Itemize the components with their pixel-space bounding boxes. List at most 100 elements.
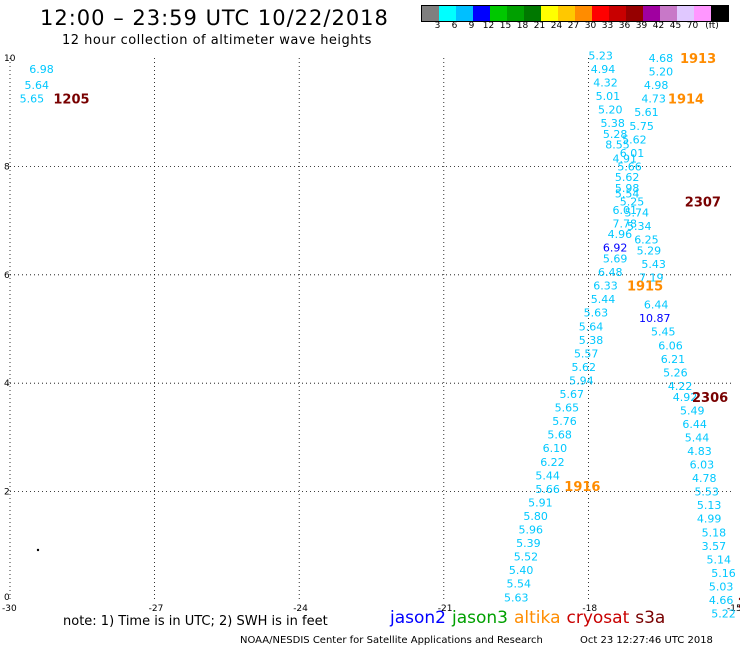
wave-height-value: 6.01 [613,204,638,217]
wave-height-value: 5.52 [514,551,539,564]
y-tick-label: 0 [4,593,10,603]
color-swatch [456,6,473,21]
wave-height-value: 5.03 [709,580,734,593]
wave-height-value: 5.62 [572,361,597,374]
wave-height-value: 4.92 [673,391,698,404]
wave-height-value: 6.22 [540,456,565,469]
color-swatch [609,6,626,21]
wave-height-value: 5.96 [519,524,544,537]
wave-height-value: 5.01 [596,90,621,103]
wave-height-value: 6.33 [593,280,618,293]
color-scale-label: 42 [652,21,665,31]
wave-height-value: 3.57 [702,540,727,553]
color-scale-label: 6 [451,21,458,31]
map-subtitle: 12 hour collection of altimeter wave hei… [62,33,372,48]
wave-height-value: 5.65 [20,93,45,106]
color-swatch [558,6,575,21]
color-swatch [439,6,456,21]
y-tick-label: 10 [4,54,16,64]
color-swatch [575,6,592,21]
wave-height-value: 4.68 [649,52,674,65]
wave-height-value: 5.66 [535,483,560,496]
wave-height-value: 6.25 [634,234,659,247]
wave-height-value: 5.44 [685,431,710,444]
wave-height-value: 5.75 [629,120,654,133]
x-tick-label: -18 [582,604,597,614]
wave-height-value: 4.96 [608,228,633,241]
footer-note: note: 1) Time is in UTC; 2) SWH is in fe… [63,614,328,629]
wave-height-value: 6.44 [682,418,707,431]
wave-height-value: 5.74 [625,206,650,219]
wave-height-value: 6.03 [690,459,715,472]
wave-height-value: 4.22 [668,380,693,393]
x-tick-label: -30 [2,604,17,614]
legend-jason2: jason2 [390,608,446,628]
wave-height-value: 5.38 [600,117,625,130]
pass-time-label: 1205 [53,93,89,108]
wave-height-value: 4.99 [697,513,722,526]
wave-height-value: 5.66 [617,160,642,173]
pass-time-label: 230 [738,597,740,612]
wave-height-value: 5.68 [547,429,572,442]
x-tick-label: -27 [149,604,164,614]
wave-height-value: 4.32 [593,76,618,89]
wave-height-value: 5.43 [641,258,666,271]
color-scale-label: (ft) [705,21,719,31]
wave-height-value: 5.28 [603,128,628,141]
wave-height-value: 4.73 [641,93,666,106]
wave-height-value: 5.98 [615,182,640,195]
wave-height-value: 5.38 [579,334,604,347]
wave-height-value: 5.76 [552,415,577,428]
wave-height-value: 5.29 [637,244,662,257]
x-tick-label: -15 [727,604,740,614]
wave-height-value: 4.66 [709,594,734,607]
legend-s3a: s3a [635,608,666,628]
wave-height-value: 5.57 [574,347,599,360]
wave-height-value: 5.53 [694,486,719,499]
wave-height-value: 7.19 [639,272,664,285]
color-swatch [643,6,660,21]
color-scale-label: 3 [434,21,441,31]
color-swatch [711,6,728,21]
generation-timestamp: Oct 23 12:27:46 UTC 2018 [580,635,713,646]
wave-height-value: 5.91 [528,496,553,509]
color-swatch [473,6,490,21]
wave-height-value: 4.94 [591,63,616,76]
color-swatch [677,6,694,21]
color-swatch [592,6,609,21]
map-title: 12:00 – 23:59 UTC 10/22/2018 [40,6,389,30]
pass-time-label: 1914 [668,93,704,108]
wave-height-value: 5.61 [634,106,659,119]
wave-height-value: 5.14 [706,553,731,566]
wave-height-value: 5.23 [588,49,613,62]
wave-height-value: 8.55 [605,139,630,152]
wave-height-value: 6.10 [543,442,568,455]
wave-height-value: 5.20 [649,66,674,79]
wave-height-value: 6.92 [603,242,628,255]
color-swatch [507,6,524,21]
color-scale-label: 18 [516,21,529,31]
wave-height-value: 5.94 [569,374,594,387]
color-scale-label: 15 [499,21,512,31]
wave-height-value: 5.39 [516,537,541,550]
color-scale-label: 39 [635,21,648,31]
wave-height-value: 7.78 [613,217,638,230]
pass-time-label: 1916 [564,480,600,495]
wave-height-value: 4.91 [613,152,638,165]
color-scale-label: 30 [584,21,597,31]
wave-height-value: 4.98 [644,79,669,92]
wave-height-value: 6.06 [658,339,683,352]
wave-height-value: 6.48 [598,266,623,279]
wave-height-value: 5.16 [711,567,736,580]
legend-cryosat: cryosat [566,608,630,628]
map-dot [36,548,40,552]
color-swatch [541,6,558,21]
pass-time-label: 1913 [680,52,716,67]
wave-height-value: 5.62 [622,133,647,146]
y-tick-label: 4 [4,379,10,389]
wave-height-value: 5.22 [711,608,736,621]
wave-height-value: 6.01 [620,147,645,160]
legend-altika: altika [514,608,561,628]
wave-height-value: 5.67 [559,388,584,401]
color-swatch [626,6,643,21]
